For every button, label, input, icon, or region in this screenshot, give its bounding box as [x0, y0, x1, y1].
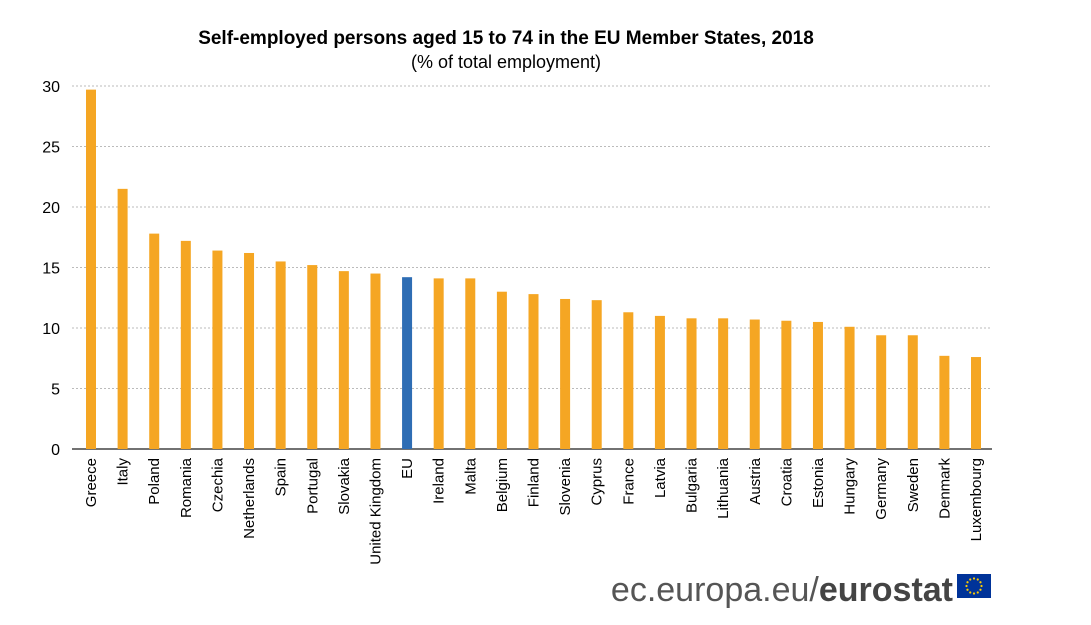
y-tick-label: 25	[42, 140, 60, 157]
star-icon	[980, 584, 983, 588]
bar-austria	[749, 319, 760, 449]
bar-hungary	[844, 326, 855, 449]
bar-slovenia	[560, 298, 571, 449]
x-tick-label: Greece	[83, 458, 100, 507]
y-tick-label: 0	[51, 442, 60, 459]
x-tick-label: Germany	[873, 458, 890, 520]
star-icon	[969, 591, 972, 594]
bar-cyprus	[591, 300, 602, 449]
chart-title: Self-employed persons aged 15 to 74 in t…	[198, 28, 814, 49]
star-icon	[979, 588, 982, 591]
x-tick-label: Netherlands	[241, 458, 258, 539]
bar-eu	[402, 277, 413, 449]
x-tick-label: Lithuania	[715, 457, 732, 519]
x-tick-label: Ireland	[431, 458, 448, 504]
bar-france	[623, 312, 634, 449]
x-tick-label: Malta	[462, 457, 479, 494]
x-tick-label: Austria	[747, 457, 764, 504]
x-tick-label: Hungary	[842, 458, 859, 515]
x-tick-label: Czechia	[209, 457, 226, 512]
x-tick-label: United Kingdom	[367, 458, 384, 565]
x-tick-label: Cyprus	[589, 458, 606, 506]
star-icon	[972, 577, 976, 580]
bar-ireland	[433, 278, 444, 449]
x-tick-label: France	[620, 458, 637, 505]
bar-slovakia	[338, 271, 349, 449]
star-icon	[976, 578, 979, 581]
star-icon	[969, 578, 972, 581]
x-tick-label: Portugal	[304, 458, 321, 514]
bar-sweden	[907, 335, 918, 449]
x-tick-label: Slovakia	[336, 457, 353, 514]
bar-spain	[275, 261, 286, 449]
bar-italy	[117, 188, 128, 449]
y-tick-label: 10	[42, 321, 60, 338]
bar-malta	[465, 278, 476, 449]
x-tick-label: Slovenia	[557, 457, 574, 515]
bar-latvia	[654, 315, 665, 449]
x-tick-label: Belgium	[494, 458, 511, 512]
star-icon	[979, 581, 982, 584]
bar-czechia	[212, 250, 223, 449]
star-icon	[976, 591, 979, 594]
bar-poland	[149, 233, 160, 449]
logo-prefix: ec.europa.eu/	[611, 571, 819, 609]
x-tick-label: Spain	[273, 458, 290, 496]
x-tick-label: Romania	[178, 457, 195, 518]
x-tick-label: Bulgaria	[684, 457, 701, 513]
x-tick-label: Latvia	[652, 457, 669, 498]
x-tick-label: Croatia	[778, 457, 795, 506]
bar-netherlands	[244, 252, 255, 449]
y-tick-label: 30	[42, 79, 60, 96]
bar-luxembourg	[971, 357, 981, 449]
x-tick-label: Denmark	[936, 458, 953, 519]
bar-greece	[86, 89, 96, 449]
x-tick-label: Poland	[146, 458, 163, 505]
bar-estonia	[812, 321, 823, 449]
bar-germany	[876, 335, 887, 449]
bar-portugal	[307, 265, 318, 449]
star-icon	[965, 584, 968, 588]
bar-romania	[180, 240, 191, 449]
x-tick-label: Estonia	[810, 457, 827, 508]
bar-bulgaria	[686, 318, 697, 449]
eurostat-logo: ec.europa.eu/eurostat	[611, 571, 991, 609]
bar-finland	[528, 294, 539, 449]
logo-brand: eurostat	[819, 571, 953, 609]
y-tick-label: 5	[51, 382, 60, 399]
x-tick-label: Luxembourg	[968, 458, 985, 541]
y-tick-label: 20	[42, 200, 60, 217]
star-icon	[966, 588, 969, 591]
bar-lithuania	[718, 318, 729, 449]
x-tick-label: Italy	[115, 458, 132, 486]
bar-denmark	[939, 355, 950, 449]
bar-united-kingdom	[370, 273, 381, 449]
star-icon	[972, 592, 976, 595]
bar-belgium	[496, 291, 507, 449]
chart-subtitle: (% of total employment)	[411, 52, 601, 72]
x-tick-label: Sweden	[905, 458, 922, 512]
x-tick-label: EU	[399, 458, 416, 479]
star-icon	[966, 581, 969, 584]
svg-text:ec.europa.eu/eurostat: ec.europa.eu/eurostat	[611, 571, 953, 609]
bar-croatia	[781, 320, 792, 449]
y-tick-label: 15	[42, 261, 60, 278]
x-tick-label: Finland	[526, 458, 543, 507]
